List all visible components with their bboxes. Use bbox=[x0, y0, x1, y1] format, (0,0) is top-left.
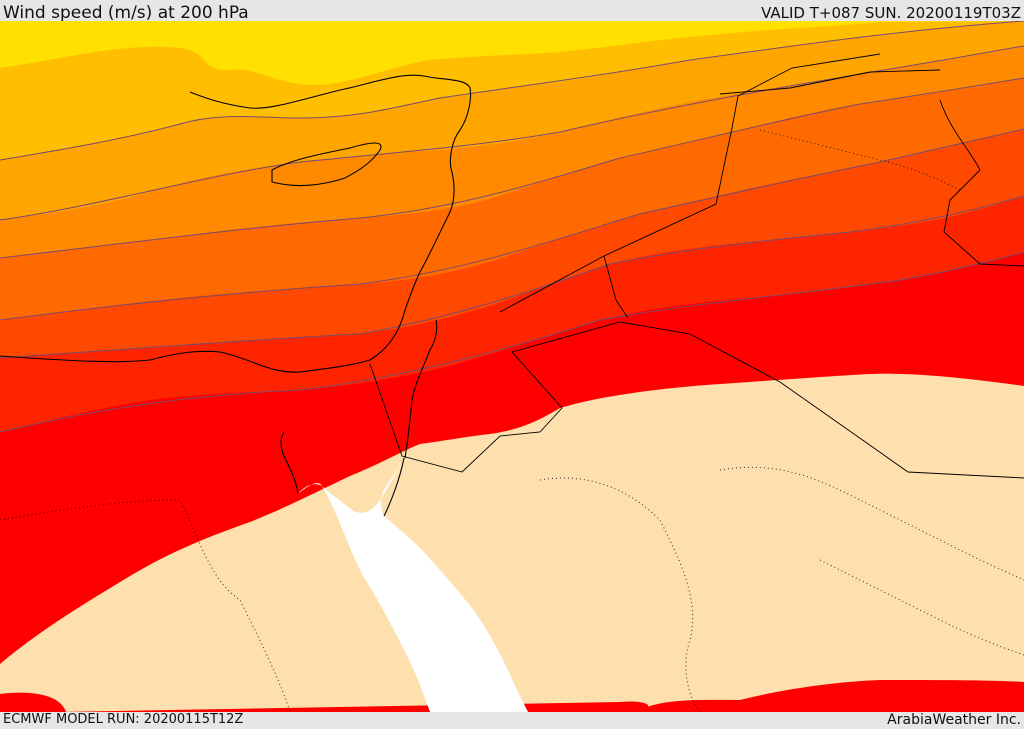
coastlines bbox=[0, 74, 472, 517]
low-wind-region bbox=[0, 373, 1024, 712]
jet-blob-bottom-left bbox=[0, 692, 66, 712]
map-title: Wind speed (m/s) at 200 hPa bbox=[3, 3, 249, 23]
jet-blob-bottom-right bbox=[636, 680, 1024, 712]
footer-bar: ECMWF MODEL RUN: 20200115T12Z ArabiaWeat… bbox=[0, 712, 1024, 729]
brand-label: ArabiaWeather Inc. bbox=[887, 712, 1021, 728]
red-sea bbox=[298, 458, 528, 712]
contour-lines bbox=[0, 21, 1024, 433]
internal-borders bbox=[0, 129, 1024, 712]
wind-speed-map bbox=[0, 21, 1024, 712]
valid-time: VALID T+087 SUN. 20200119T03Z bbox=[761, 4, 1021, 22]
borders bbox=[369, 53, 1024, 479]
header-bar: Wind speed (m/s) at 200 hPa VALID T+087 … bbox=[0, 0, 1024, 23]
model-run: ECMWF MODEL RUN: 20200115T12Z bbox=[3, 712, 244, 727]
